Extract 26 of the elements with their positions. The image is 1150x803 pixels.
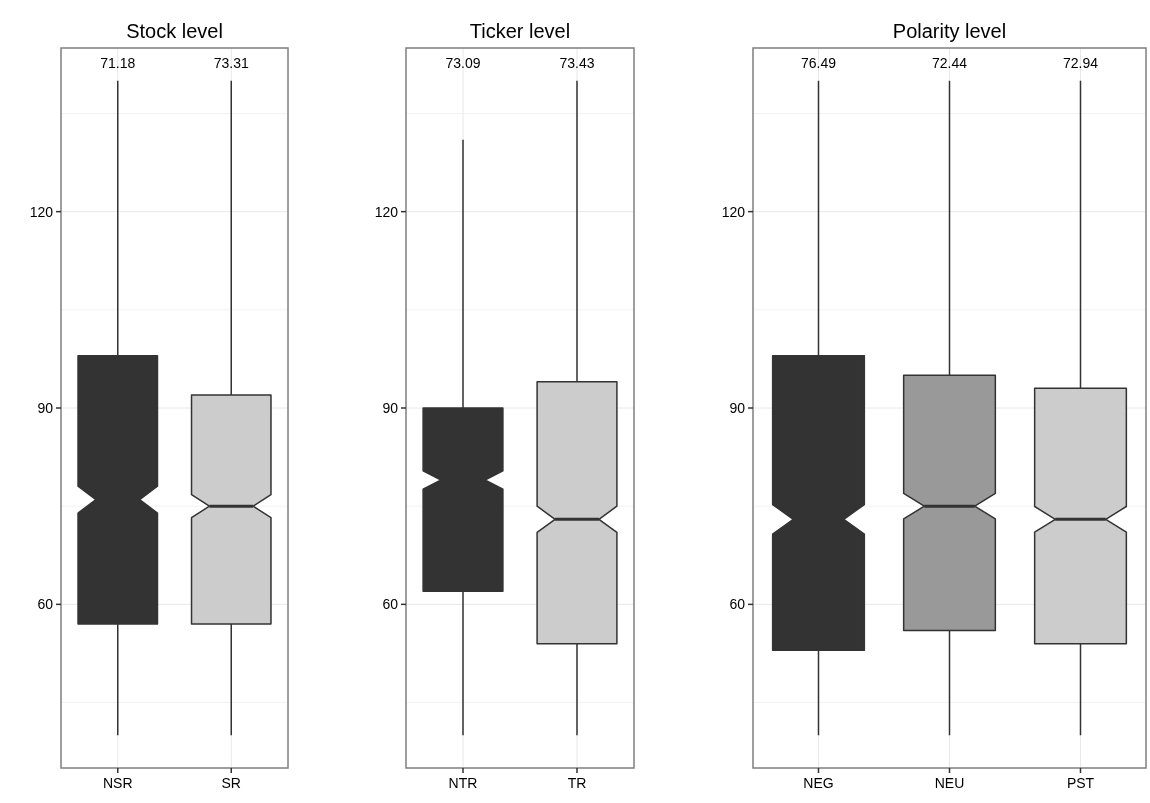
annotation: 72.94 (1062, 55, 1099, 71)
annotation: 73.43 (559, 55, 595, 71)
chart-title: Ticker level (469, 20, 571, 42)
x-tick-label: NSR (102, 775, 133, 791)
chart-title: Polarity level (892, 20, 1007, 42)
annotation: 71.18 (100, 55, 136, 71)
x-tick-label: PST (1066, 775, 1095, 791)
x-tick-label: TR (567, 775, 587, 791)
y-tick-label: 90 (729, 399, 746, 416)
y-tick-label: 60 (37, 596, 54, 613)
y-tick-label: 120 (721, 203, 746, 220)
y-tick-label: 60 (382, 596, 399, 613)
x-tick-label: NEU (934, 775, 965, 791)
annotation: 72.44 (931, 55, 968, 71)
annotation: 73.09 (445, 55, 481, 71)
x-tick-label: SR (221, 775, 241, 791)
annotation: 73.31 (213, 55, 249, 71)
y-tick-label: 120 (29, 203, 54, 220)
y-tick-label: 120 (374, 203, 399, 220)
chart-title: Stock level (126, 20, 223, 42)
x-tick-label: NEG (803, 775, 834, 791)
y-tick-label: 60 (729, 596, 746, 613)
y-tick-label: 90 (37, 399, 54, 416)
x-tick-label: NTR (448, 775, 478, 791)
y-tick-label: 90 (382, 399, 399, 416)
annotation: 76.49 (800, 55, 837, 71)
